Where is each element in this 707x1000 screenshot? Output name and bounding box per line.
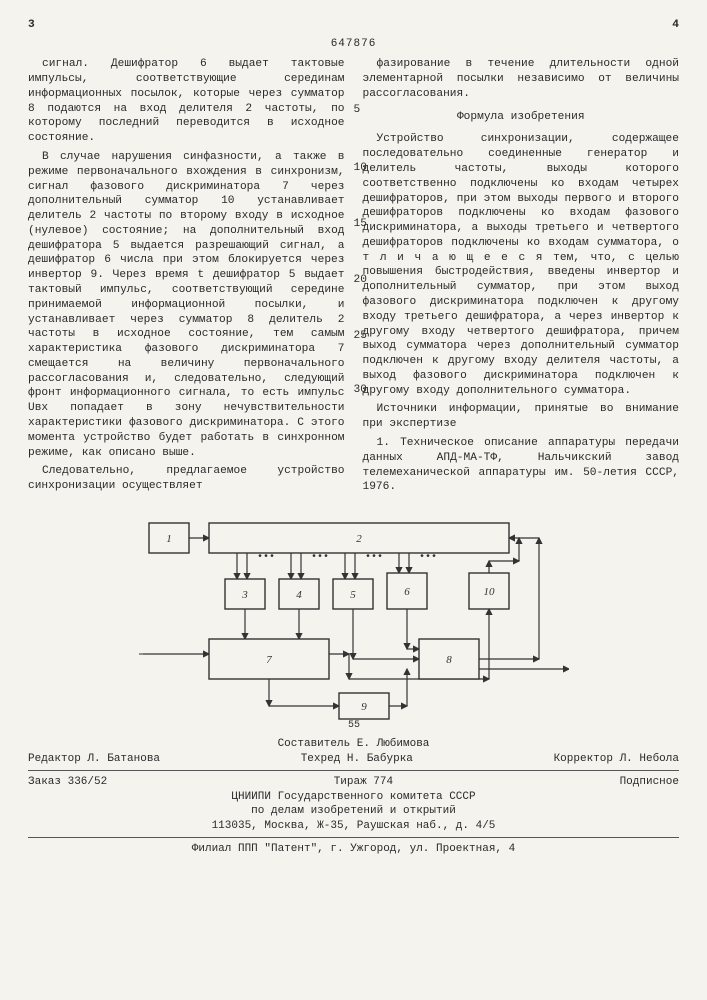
footer-tirazh: Тираж 774 [334,775,393,790]
svg-text:4: 4 [296,589,302,601]
svg-text:2: 2 [356,533,362,545]
svg-text:9: 9 [361,701,367,713]
left-page-num: 3 [28,18,35,33]
left-para-1: сигнал. Дешифратор 6 выдает тактовые имп… [28,57,345,146]
right-para-2: Устройство синхронизации, содержащее пос… [363,132,680,398]
footer-editor: Редактор Л. Батанова [28,752,160,767]
footer-sign: Подписное [620,775,679,790]
columns-wrap: 5 10 15 20 25 30 сигнал. Дешифратор 6 выдает … [28,57,679,499]
formula-title: Формула изобретения [363,110,680,125]
svg-text:55: 55 [347,720,359,729]
footer-addr: 113035, Москва, Ж-35, Раушская наб., д. … [28,819,679,834]
svg-text:1: 1 [166,533,172,545]
footer: Составитель Е. Любимова Редактор Л. Бата… [28,737,679,857]
footer-org1: ЦНИИПИ Государственного комитета СССР [28,790,679,805]
line-number: 20 [354,273,367,288]
right-para-4: 1. Техническое описание аппаратуры перед… [363,436,680,495]
line-number: 30 [354,383,367,398]
left-para-3: Следовательно, предлагаемое устройство с… [28,464,345,494]
left-para-2: В случае нарушения синфазности, а также … [28,150,345,460]
footer-compiler: Составитель Е. Любимова [28,737,679,752]
svg-text:10: 10 [483,586,495,598]
footer-order: Заказ 336/52 [28,775,107,790]
svg-text:8: 8 [446,654,452,666]
right-para-3: Источники информации, принятые во вниман… [363,402,680,432]
footer-filial: Филиал ППП "Патент", г. Ужгород, ул. Про… [28,842,679,857]
left-column: сигнал. Дешифратор 6 выдает тактовые имп… [28,57,345,499]
right-page-num: 4 [672,18,679,33]
line-number: 25 [354,329,367,344]
line-number: 5 [354,103,361,118]
footer-techred: Техред Н. Бабурка [301,752,413,767]
svg-text:6: 6 [404,586,410,598]
page-header: 3 4 [28,18,679,33]
line-number: 10 [354,161,367,176]
right-para-1: фазирование в течение длительности одной… [363,57,680,101]
footer-org2: по делам изобретений и открытий [28,804,679,819]
block-diagram: ••••••••••••1234561078955 [139,509,569,729]
footer-corrector: Корректор Л. Небола [554,752,679,767]
svg-text:5: 5 [350,589,356,601]
svg-text:7: 7 [266,654,272,666]
svg-text:3: 3 [241,589,248,601]
doc-number: 647876 [28,37,679,52]
line-number: 15 [354,217,367,232]
right-column: фазирование в течение длительности одной… [363,57,680,499]
